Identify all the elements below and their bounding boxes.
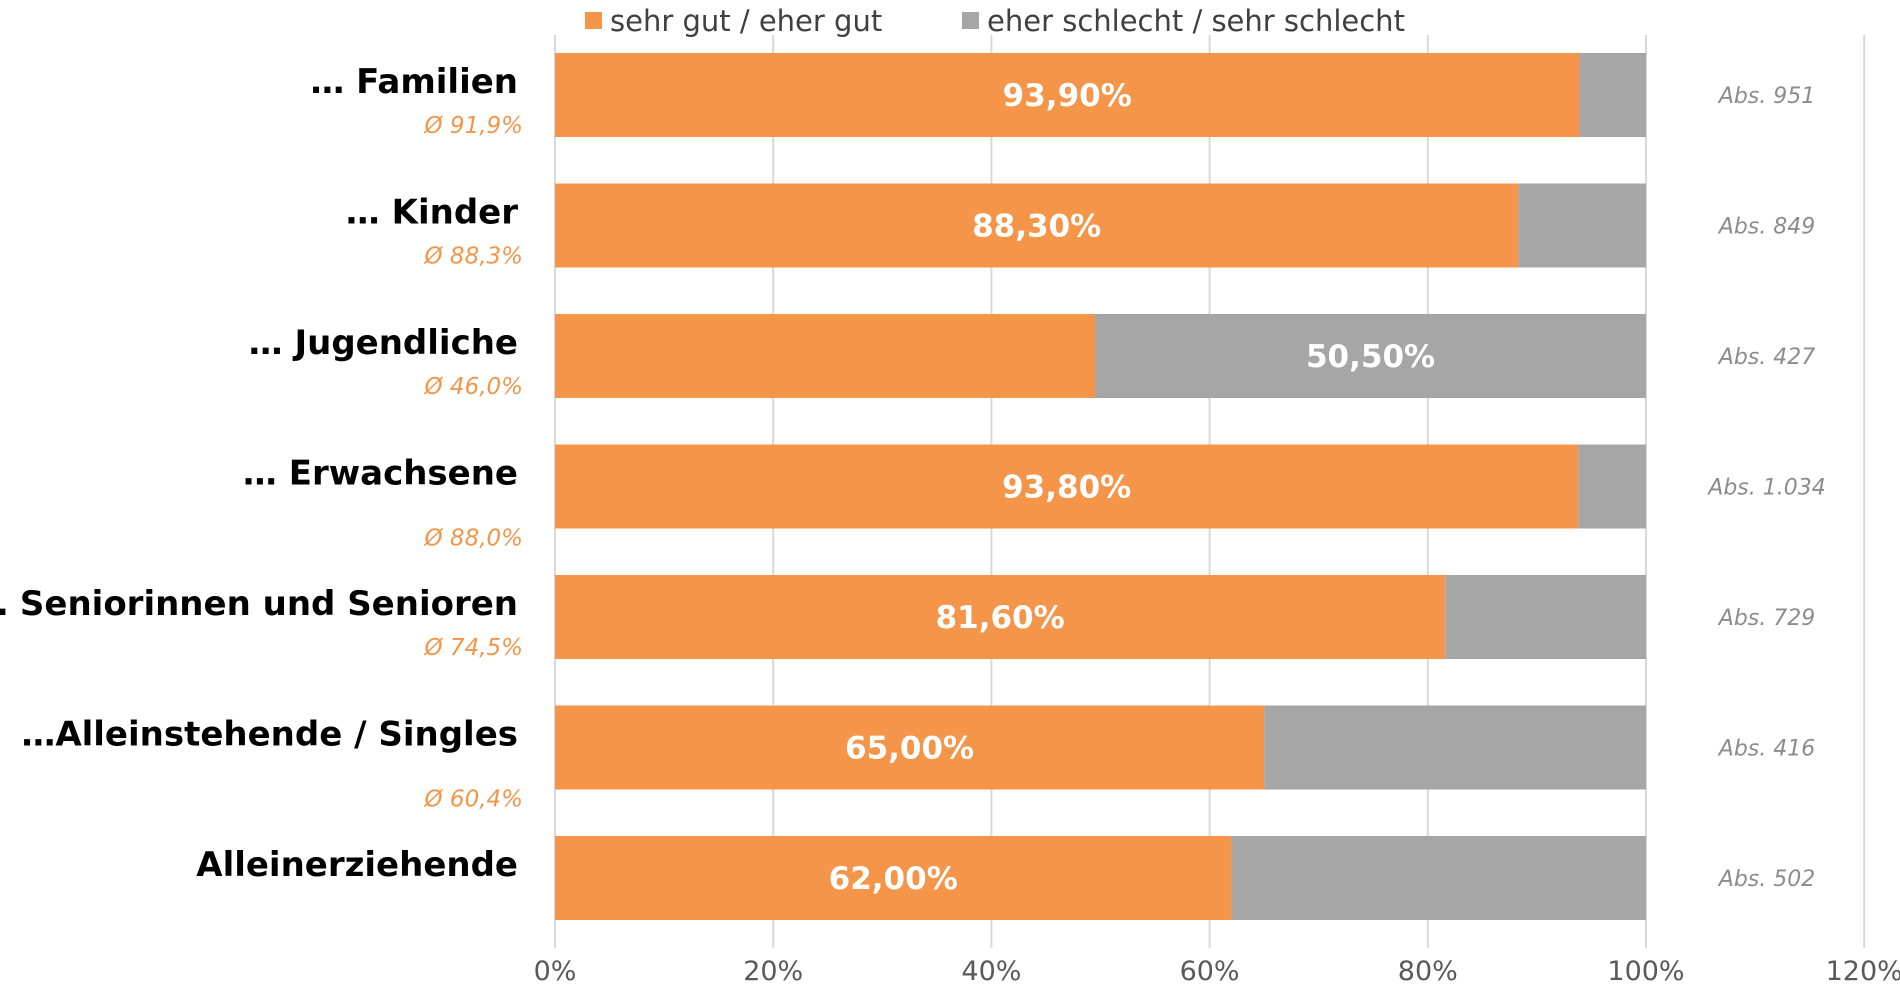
legend-swatch — [962, 12, 979, 29]
bar-value-label: 88,30% — [972, 209, 1101, 245]
bar-negative — [1445, 575, 1646, 659]
average-label: Ø 88,0% — [424, 526, 523, 552]
absolute-count-label: Abs. 729 — [1717, 606, 1815, 631]
x-tick-label: 60% — [1180, 956, 1240, 987]
x-tick-label: 40% — [961, 956, 1021, 987]
bar-value-label: 62,00% — [829, 861, 958, 897]
bar-positive — [555, 53, 1580, 137]
category-label: …Alleinstehende / Singles — [21, 715, 518, 755]
bar-positive — [555, 444, 1579, 529]
average-label: Ø 91,9% — [424, 113, 523, 139]
bar-positive — [555, 314, 1096, 398]
bar-negative — [1264, 705, 1646, 790]
absolute-count-label: Abs. 1.034 — [1706, 476, 1825, 501]
absolute-count-label: Abs. 849 — [1717, 215, 1815, 240]
category-label: … Seniorinnen und Senioren — [0, 584, 518, 624]
category-label: … Erwachsene — [243, 454, 518, 494]
bar-negative — [1578, 444, 1646, 529]
category-label: … Kinder — [346, 193, 518, 233]
legend-label: sehr gut / eher gut — [610, 4, 882, 38]
absolute-count-label: Abs. 951 — [1717, 84, 1815, 109]
bar-positive — [555, 705, 1265, 790]
legend-swatch — [585, 12, 602, 29]
x-tick-label: 100% — [1607, 956, 1684, 987]
bar-positive — [555, 183, 1519, 268]
legend: sehr gut / eher gut eher schlecht / sehr … — [585, 4, 1405, 38]
absolute-count-label: Abs. 502 — [1717, 867, 1815, 892]
x-tick-label: 0% — [534, 956, 577, 987]
bar-value-label: 93,80% — [1002, 470, 1131, 506]
bar-positive — [555, 575, 1446, 659]
legend-label: eher schlecht / sehr schlecht — [987, 4, 1405, 38]
bar-value-label: 81,60% — [936, 600, 1065, 636]
average-label: Ø 46,0% — [424, 374, 523, 400]
bar-negative — [1095, 314, 1646, 398]
bar-value-label: 50,50% — [1306, 339, 1435, 375]
x-tick-label: 80% — [1398, 956, 1458, 987]
bar-positive — [555, 836, 1232, 920]
category-label: … Familien — [310, 62, 518, 102]
bar-value-label: 65,00% — [845, 731, 974, 767]
average-label: Ø 88,3% — [424, 244, 523, 270]
category-label: … Jugendliche — [249, 323, 518, 363]
absolute-count-label: Abs. 416 — [1717, 737, 1815, 762]
x-tick-label: 20% — [743, 956, 803, 987]
category-label: Alleinerziehende — [196, 845, 518, 885]
labels: 0% 20% 40% 60% 80% 100% 120% 93,90% … Familien Ø … — [0, 62, 1900, 987]
bar-negative — [1518, 183, 1646, 268]
bar-value-label: 93,90% — [1003, 78, 1132, 114]
x-tick-label: 120% — [1826, 956, 1900, 987]
absolute-count-label: Abs. 427 — [1717, 345, 1815, 370]
average-label: Ø 60,4% — [424, 787, 523, 813]
bars — [555, 53, 1646, 920]
average-label: Ø 74,5% — [424, 635, 523, 661]
bar-negative — [1579, 53, 1646, 137]
bar-negative — [1231, 836, 1646, 920]
